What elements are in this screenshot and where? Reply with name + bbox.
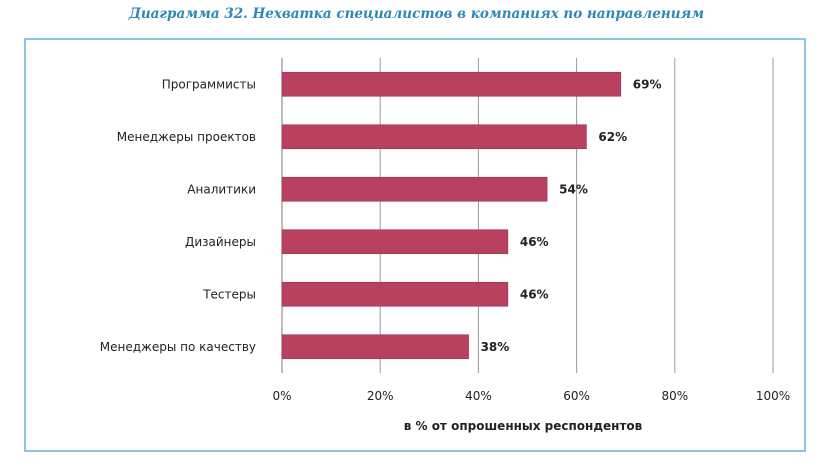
value-label: 46% — [520, 235, 549, 249]
bar — [281, 124, 587, 150]
x-axis-title: в % от опрошенных респондентов — [404, 419, 643, 433]
x-tick-label: 20% — [367, 389, 394, 403]
x-tick-label: 60% — [563, 389, 590, 403]
chart-title: Диаграмма 32. Нехватка специалистов в ко… — [128, 6, 705, 22]
bar — [281, 281, 509, 307]
category-label: Менеджеры проектов — [117, 130, 256, 144]
bar — [281, 229, 509, 255]
category-label: Аналитики — [187, 182, 256, 196]
category-label: Тестеры — [202, 287, 256, 301]
x-tick-label: 0% — [272, 389, 291, 403]
value-label: 62% — [598, 130, 627, 144]
x-tick-label: 100% — [756, 389, 790, 403]
value-label: 54% — [559, 182, 588, 196]
category-label: Менеджеры по качеству — [100, 340, 256, 354]
bar-layer — [281, 71, 622, 360]
value-label: 69% — [633, 77, 662, 91]
x-tick-label: 40% — [465, 389, 492, 403]
bar — [281, 334, 469, 360]
category-label: Дизайнеры — [185, 235, 256, 249]
bar — [281, 176, 548, 202]
label-layer: 0% 20% 40% 60% 80% 100% Программисты 69% Менедже… — [100, 77, 790, 403]
category-label: Программисты — [162, 77, 256, 91]
value-label: 38% — [481, 340, 510, 354]
grid-layer — [281, 58, 774, 373]
value-label: 46% — [520, 287, 549, 301]
x-tick-label: 80% — [661, 389, 688, 403]
bar — [281, 71, 622, 97]
